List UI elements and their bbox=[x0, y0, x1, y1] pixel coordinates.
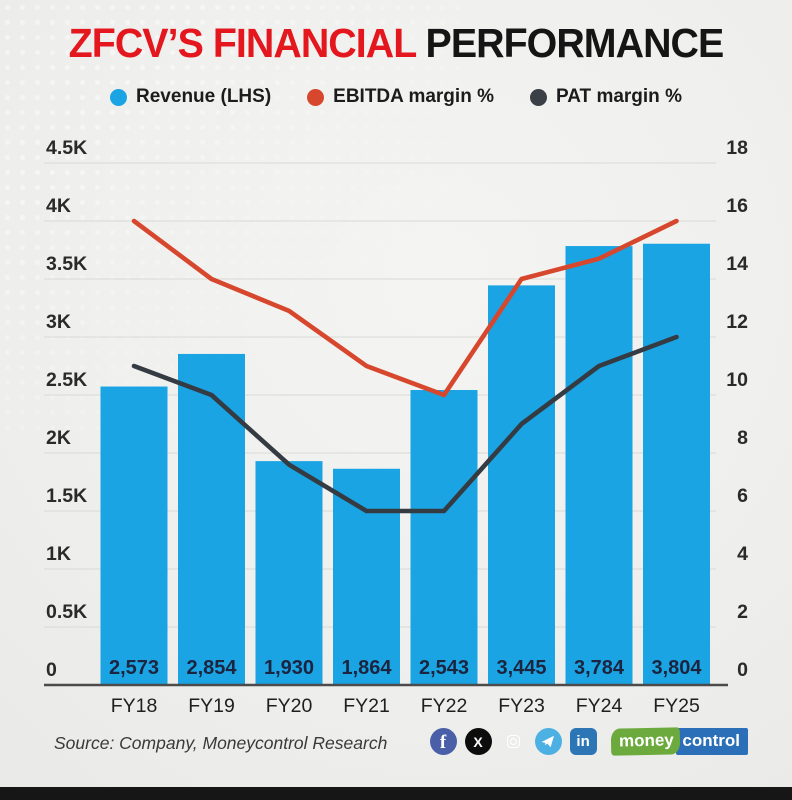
pat-margin-line bbox=[131, 334, 679, 514]
left-axis-tick: 3K bbox=[46, 311, 71, 333]
social-links: f X in money control bbox=[429, 727, 748, 756]
page-title: ZFCV’S FINANCIAL PERFORMANCE bbox=[16, 20, 776, 67]
x-axis-label-FY25: FY25 bbox=[653, 695, 700, 717]
pat-dot-icon bbox=[529, 88, 547, 106]
x-axis-label-FY23: FY23 bbox=[498, 695, 545, 717]
bar-value-label: 1,864 bbox=[341, 657, 392, 679]
revenue-bar-FY19 bbox=[178, 353, 245, 685]
right-axis-tick: 10 bbox=[726, 369, 748, 391]
x-axis-label-FY24: FY24 bbox=[576, 695, 623, 717]
x-axis-label-FY19: FY19 bbox=[188, 695, 235, 717]
ebitda-margin-line bbox=[131, 218, 679, 398]
footer: Source: Company, Moneycontrol Research f… bbox=[0, 722, 792, 768]
revenue-bar-FY25 bbox=[643, 243, 710, 685]
legend-item-revenue: Revenue (LHS) bbox=[110, 86, 271, 108]
bar-value-label: 3,784 bbox=[574, 657, 625, 679]
left-axis-tick: 4.5K bbox=[46, 137, 87, 159]
legend-item-pat: PAT margin % bbox=[529, 86, 682, 108]
revenue-dot-icon bbox=[110, 88, 128, 106]
right-axis-tick: 12 bbox=[726, 311, 748, 333]
left-axis-tick: 1.5K bbox=[46, 485, 87, 507]
instagram-icon[interactable] bbox=[500, 728, 527, 755]
revenue-bar-FY24 bbox=[565, 246, 633, 685]
legend-label-pat: PAT margin % bbox=[555, 86, 682, 107]
bar-value-label: 2,854 bbox=[186, 657, 237, 679]
revenue-margin-chart: 2,573 2,854 1,930 1,864 2,543 3,445 3,784 3,804… bbox=[44, 137, 748, 717]
paper-plane-icon bbox=[541, 735, 555, 748]
ebitda-dot-icon bbox=[307, 88, 325, 106]
right-axis-tick: 2 bbox=[737, 601, 748, 623]
revenue-bar-FY20 bbox=[255, 461, 323, 685]
moneycontrol-logo-control: control bbox=[676, 728, 748, 755]
left-axis-tick: 0 bbox=[46, 659, 57, 681]
facebook-icon[interactable]: f bbox=[429, 728, 457, 755]
bar-value-label: 2,543 bbox=[419, 657, 469, 679]
bar-value-label: 3,804 bbox=[651, 657, 702, 679]
bar-value-label: 2,573 bbox=[109, 657, 159, 679]
source-note: Source: Company, Moneycontrol Research bbox=[54, 733, 388, 753]
title-highlight: ZFCV’S FINANCIAL bbox=[68, 20, 417, 66]
x-axis-label-FY18: FY18 bbox=[111, 695, 158, 717]
chart-legend: Revenue (LHS) EBITDA margin % PAT margin… bbox=[0, 86, 792, 108]
right-axis-tick: 16 bbox=[726, 195, 748, 217]
x-icon[interactable]: X bbox=[464, 728, 492, 755]
bottom-bar bbox=[0, 787, 792, 800]
telegram-icon[interactable] bbox=[534, 728, 562, 755]
right-axis-tick: 6 bbox=[737, 485, 748, 507]
legend-label-revenue: Revenue (LHS) bbox=[136, 86, 272, 107]
right-axis-tick: 4 bbox=[737, 543, 748, 565]
linkedin-icon[interactable]: in bbox=[569, 728, 597, 755]
x-axis-label-FY20: FY20 bbox=[266, 695, 313, 717]
left-axis-tick: 2.5K bbox=[46, 369, 87, 391]
revenue-bar-FY23 bbox=[488, 285, 555, 685]
left-axis-tick: 3.5K bbox=[46, 253, 87, 275]
left-axis-tick: 1K bbox=[46, 543, 71, 565]
legend-item-ebitda: EBITDA margin % bbox=[307, 86, 494, 108]
legend-label-ebitda: EBITDA margin % bbox=[333, 86, 494, 107]
left-axis-tick: 4K bbox=[46, 195, 71, 217]
moneycontrol-logo-money: money bbox=[610, 727, 680, 756]
right-axis-tick: 0 bbox=[737, 659, 748, 681]
bar-value-label: 1,930 bbox=[264, 657, 314, 679]
title-rest: PERFORMANCE bbox=[415, 20, 725, 66]
moneycontrol-logo[interactable]: money control bbox=[610, 727, 748, 756]
bar-value-label: 3,445 bbox=[496, 657, 546, 679]
revenue-bar-FY21 bbox=[333, 468, 400, 685]
right-axis-tick: 14 bbox=[726, 253, 748, 275]
left-axis-tick: 2K bbox=[46, 427, 71, 449]
right-axis-tick: 18 bbox=[726, 137, 748, 159]
right-axis-tick: 8 bbox=[737, 427, 748, 449]
x-axis-label-FY21: FY21 bbox=[343, 695, 390, 717]
revenue-bar-FY22 bbox=[410, 390, 478, 685]
camera-icon bbox=[506, 735, 520, 748]
revenue-bar-FY18 bbox=[100, 386, 168, 685]
left-axis-tick: 0.5K bbox=[46, 601, 87, 623]
x-axis-label-FY22: FY22 bbox=[421, 695, 468, 717]
